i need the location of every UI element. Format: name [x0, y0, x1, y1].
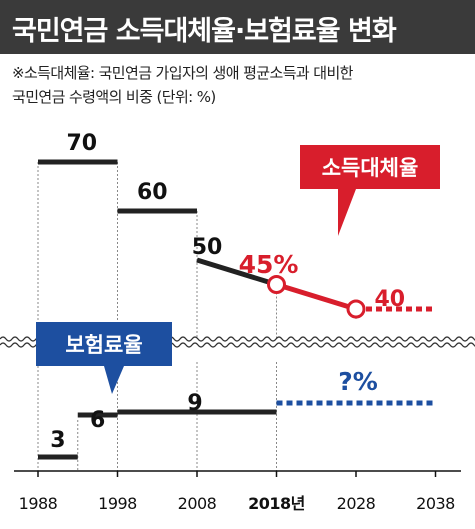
contribution-label-1: 6 [90, 408, 105, 433]
x-tick-label-1: 1998 [98, 494, 137, 513]
replacement-label-2: 50 [192, 235, 223, 260]
note-line-2: 국민연금 수령액의 비중 (단위: %) [12, 88, 216, 106]
contribution-label-3: ?% [338, 367, 378, 396]
replacement-label-4: 40 [374, 287, 405, 312]
x-tick-label-2: 2008 [178, 494, 217, 513]
replacement-label-3: 45% [239, 250, 299, 279]
x-tick-label-0: 1988 [19, 494, 58, 513]
marker-2028 [346, 299, 366, 319]
marker-2018 [267, 275, 286, 294]
contribution-badge-label: 보험료율 [65, 333, 142, 357]
replacement-label-0: 70 [66, 131, 97, 156]
x-tick-label-4: 2028 [337, 494, 376, 513]
replacement-label-1: 60 [137, 180, 168, 205]
replacement-segment-3 [275, 282, 357, 312]
replacement-badge-label: 소득대체율 [322, 156, 419, 180]
replacement-segment-2 [196, 257, 278, 287]
contribution-badge-shape [36, 322, 172, 394]
chart-title: 국민연금 소득대체율·보험료율 변화 [12, 16, 397, 47]
contribution-label-2: 9 [187, 391, 202, 416]
note-line-1: ※소득대체율: 국민연금 가입자의 생애 평균소득과 대비한 [12, 64, 353, 82]
title-bar: 국민연금 소득대체율·보험료율 변화 [0, 0, 475, 54]
x-tick-label-3: 2018년 [248, 494, 305, 513]
replacement-badge-shape [300, 145, 440, 236]
contribution-label-0: 3 [50, 428, 65, 453]
x-tick-label-5: 2038 [416, 494, 455, 513]
